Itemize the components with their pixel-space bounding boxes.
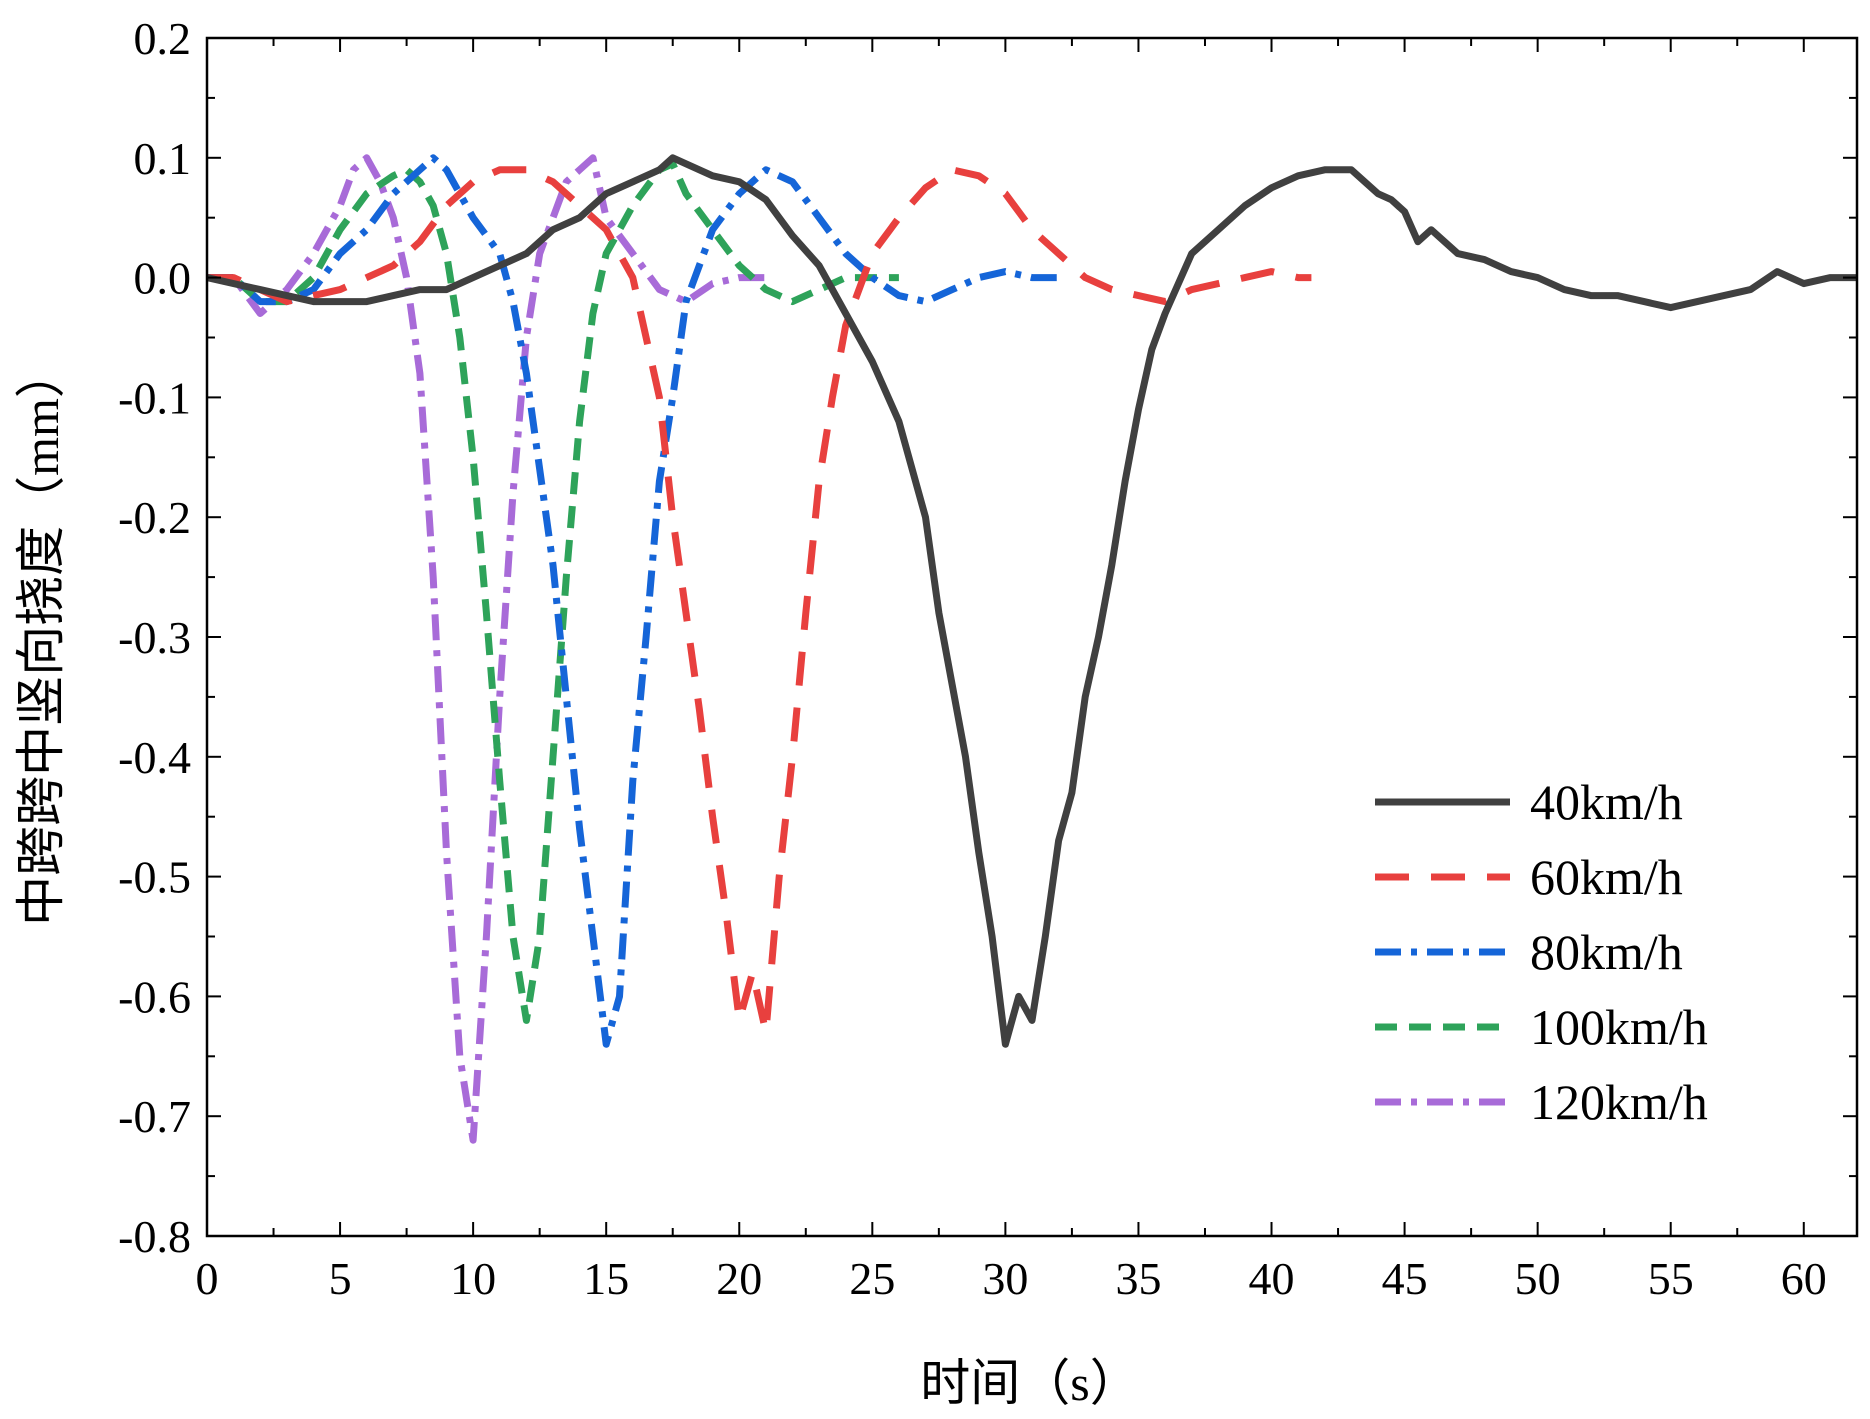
x-tick-label: 35 bbox=[1115, 1253, 1161, 1304]
legend: 40km/h 60km/h 80km/h 100km/h 120km/h bbox=[1375, 774, 1708, 1130]
y-axis-title: 中跨跨中竖向挠度（mm） bbox=[13, 348, 69, 926]
series-line-60km/h bbox=[207, 166, 1312, 1036]
legend-label: 60km/h bbox=[1530, 849, 1683, 905]
x-tick-label: 15 bbox=[583, 1253, 629, 1304]
x-tick-label: 5 bbox=[329, 1253, 352, 1304]
y-tick-label: 0.0 bbox=[134, 253, 192, 304]
series-line-120km/h bbox=[207, 154, 766, 1144]
x-tick-label: 20 bbox=[716, 1253, 762, 1304]
y-tick-label: -0.7 bbox=[118, 1091, 191, 1142]
x-tick-label: 10 bbox=[450, 1253, 496, 1304]
y-tick-label: -0.6 bbox=[118, 971, 191, 1022]
series-line-80km/h bbox=[207, 154, 1059, 1048]
series-line-40km/h bbox=[206, 154, 1857, 1048]
legend-label: 100km/h bbox=[1530, 999, 1708, 1055]
x-tick-label: 50 bbox=[1515, 1253, 1561, 1304]
y-tick-label: 0.2 bbox=[134, 13, 192, 64]
series-line-100km/h bbox=[207, 160, 899, 1024]
legend-label: 40km/h bbox=[1530, 774, 1683, 830]
x-tick-label: 45 bbox=[1382, 1253, 1428, 1304]
x-tick-label: 40 bbox=[1249, 1253, 1295, 1304]
ticks-layer: 0 5 10 15 20 25 30 35 40 45 50 55 60 0.2 0.1 0.0 -0.1 -0.… bbox=[118, 13, 1857, 1304]
x-tick-label: 30 bbox=[982, 1253, 1028, 1304]
y-tick-label: -0.5 bbox=[118, 852, 191, 903]
x-axis-title: 时间（s） bbox=[920, 1355, 1139, 1411]
x-tick-label: 60 bbox=[1781, 1253, 1827, 1304]
y-tick-label: 0.1 bbox=[134, 133, 192, 184]
legend-label: 80km/h bbox=[1530, 924, 1683, 980]
x-tick-label: 0 bbox=[196, 1253, 219, 1304]
y-tick-label: -0.2 bbox=[118, 492, 191, 543]
series-layer bbox=[206, 154, 1857, 1144]
y-tick-label: -0.8 bbox=[118, 1211, 191, 1262]
x-tick-label: 55 bbox=[1648, 1253, 1694, 1304]
y-tick-label: -0.4 bbox=[118, 732, 191, 783]
x-tick-label: 25 bbox=[849, 1253, 895, 1304]
y-tick-label: -0.3 bbox=[118, 612, 191, 663]
y-tick-label: -0.1 bbox=[118, 372, 191, 423]
legend-label: 120km/h bbox=[1530, 1074, 1708, 1130]
